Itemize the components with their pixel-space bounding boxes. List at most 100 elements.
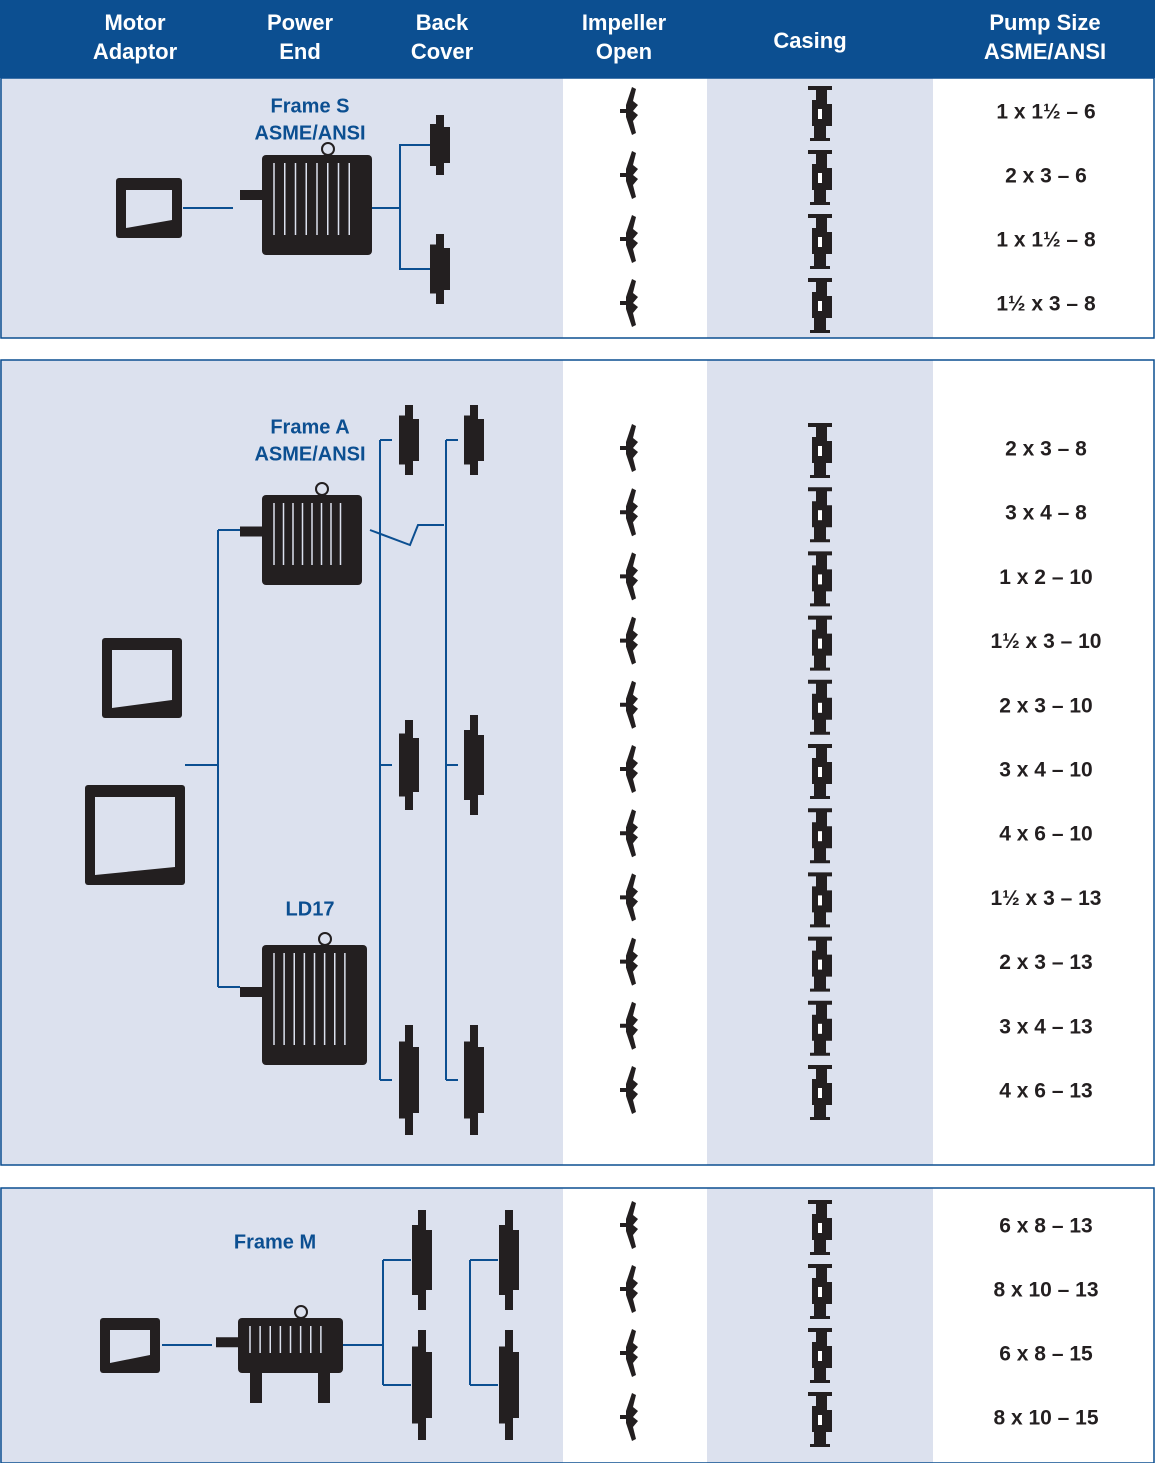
header-label: Cover <box>411 39 474 64</box>
casing-detail <box>818 831 822 842</box>
frame-label: Frame S <box>271 95 350 117</box>
impeller-icon <box>620 680 638 729</box>
back-cover-icon <box>399 720 419 810</box>
power-end-foot <box>250 1373 262 1403</box>
section-impeller-bg <box>563 1188 707 1463</box>
casing-detail <box>818 767 822 777</box>
impeller-icon <box>620 151 638 199</box>
section-size-bg <box>933 78 1155 338</box>
motor-adaptor-window <box>110 1330 150 1363</box>
header-bar <box>0 0 1155 78</box>
connector-line <box>372 144 430 270</box>
impeller-icon <box>620 1265 638 1313</box>
pump-size: 2 x 3 – 10 <box>999 694 1092 717</box>
impeller-icon <box>620 1329 638 1377</box>
connector-line <box>185 529 240 988</box>
casing-detail <box>818 173 822 183</box>
power-end-eye <box>321 142 335 156</box>
power-end-eye <box>294 1305 308 1319</box>
frame-label: Frame M <box>234 1231 316 1253</box>
power-end-shaft <box>240 190 262 200</box>
pump-size: 8 x 10 – 13 <box>993 1279 1098 1302</box>
back-cover-icon <box>430 115 450 175</box>
motor-adaptor-window <box>112 650 172 708</box>
casing-detail <box>818 1351 822 1361</box>
back-cover-icon <box>399 1025 419 1135</box>
casing-detail <box>818 959 822 970</box>
header-label: End <box>279 39 321 64</box>
casing-detail <box>818 702 822 713</box>
back-cover-icon <box>499 1330 519 1440</box>
pump-size: 2 x 3 – 8 <box>1005 438 1087 461</box>
power-end-shaft <box>240 526 262 537</box>
back-cover-icon <box>399 405 419 475</box>
header-label: Open <box>596 39 652 64</box>
header-label: Casing <box>773 28 846 53</box>
pump-size: 4 x 6 – 13 <box>999 1080 1092 1103</box>
header-label: Power <box>267 10 333 35</box>
frame-label: ASME/ANSI <box>254 122 365 144</box>
header-label: Back <box>416 10 469 35</box>
back-cover-icon <box>412 1210 432 1310</box>
pump-size: 1 x 1½ – 6 <box>996 101 1095 124</box>
pump-size: 4 x 6 – 10 <box>999 823 1092 846</box>
header-label: Motor <box>104 10 166 35</box>
impeller-icon <box>620 1393 638 1441</box>
casing-detail <box>818 895 822 906</box>
pump-size: 1 x 2 – 10 <box>999 566 1092 589</box>
section-border <box>0 77 1155 339</box>
casing-detail <box>818 301 822 311</box>
pump-size: 3 x 4 – 10 <box>999 759 1092 782</box>
pump-size: 1½ x 3 – 13 <box>991 887 1102 910</box>
frame-label: Frame A <box>270 416 349 438</box>
impeller-icon <box>620 616 638 665</box>
impeller-icon <box>620 215 638 263</box>
power-end-shaft <box>240 987 262 997</box>
back-cover-icon <box>464 405 484 475</box>
back-cover-icon <box>412 1330 432 1440</box>
impeller-icon <box>620 1201 638 1249</box>
power-end-foot <box>318 1373 330 1403</box>
section-size-bg <box>933 360 1155 1165</box>
back-cover-icon <box>430 234 450 304</box>
impeller-icon <box>620 279 638 327</box>
impeller-icon <box>620 488 638 537</box>
impeller-icon <box>620 937 638 986</box>
casing-detail <box>818 1223 822 1233</box>
casing-detail <box>818 574 822 585</box>
section-size-bg <box>933 1188 1155 1463</box>
header-label: Adaptor <box>93 39 178 64</box>
pump-size: 1½ x 3 – 8 <box>996 293 1096 316</box>
pump-size: 6 x 8 – 15 <box>999 1343 1093 1366</box>
header-label: ASME/ANSI <box>984 39 1106 64</box>
casing-detail <box>818 446 822 456</box>
casing-detail <box>818 1088 822 1098</box>
casing-detail <box>818 1415 822 1425</box>
power-end-eye <box>318 932 332 946</box>
connector-line <box>369 439 458 1081</box>
impeller-icon <box>620 809 638 858</box>
impeller-icon <box>620 1066 638 1114</box>
casing-detail <box>818 1023 822 1034</box>
back-cover-icon <box>499 1210 519 1310</box>
impeller-icon <box>620 873 638 922</box>
pump-size: 8 x 10 – 15 <box>993 1407 1098 1430</box>
power-end-eye <box>315 482 329 496</box>
pump-size: 1 x 1½ – 8 <box>996 229 1096 252</box>
motor-adaptor-window <box>95 797 175 875</box>
section-border <box>0 1187 1155 1463</box>
frame-label: ASME/ANSI <box>254 443 365 465</box>
pump-size: 2 x 3 – 13 <box>999 951 1092 974</box>
impeller-icon <box>620 1001 638 1050</box>
header-label: Impeller <box>582 10 667 35</box>
motor-adaptor-window <box>126 190 172 228</box>
impeller-icon <box>620 745 638 793</box>
casing-detail <box>818 638 822 649</box>
impeller-icon <box>620 424 638 472</box>
connector-line <box>343 1259 498 1386</box>
impeller-icon <box>620 552 638 601</box>
casing-detail <box>818 237 822 247</box>
impeller-icon <box>620 87 638 135</box>
back-cover-icon <box>464 715 484 815</box>
